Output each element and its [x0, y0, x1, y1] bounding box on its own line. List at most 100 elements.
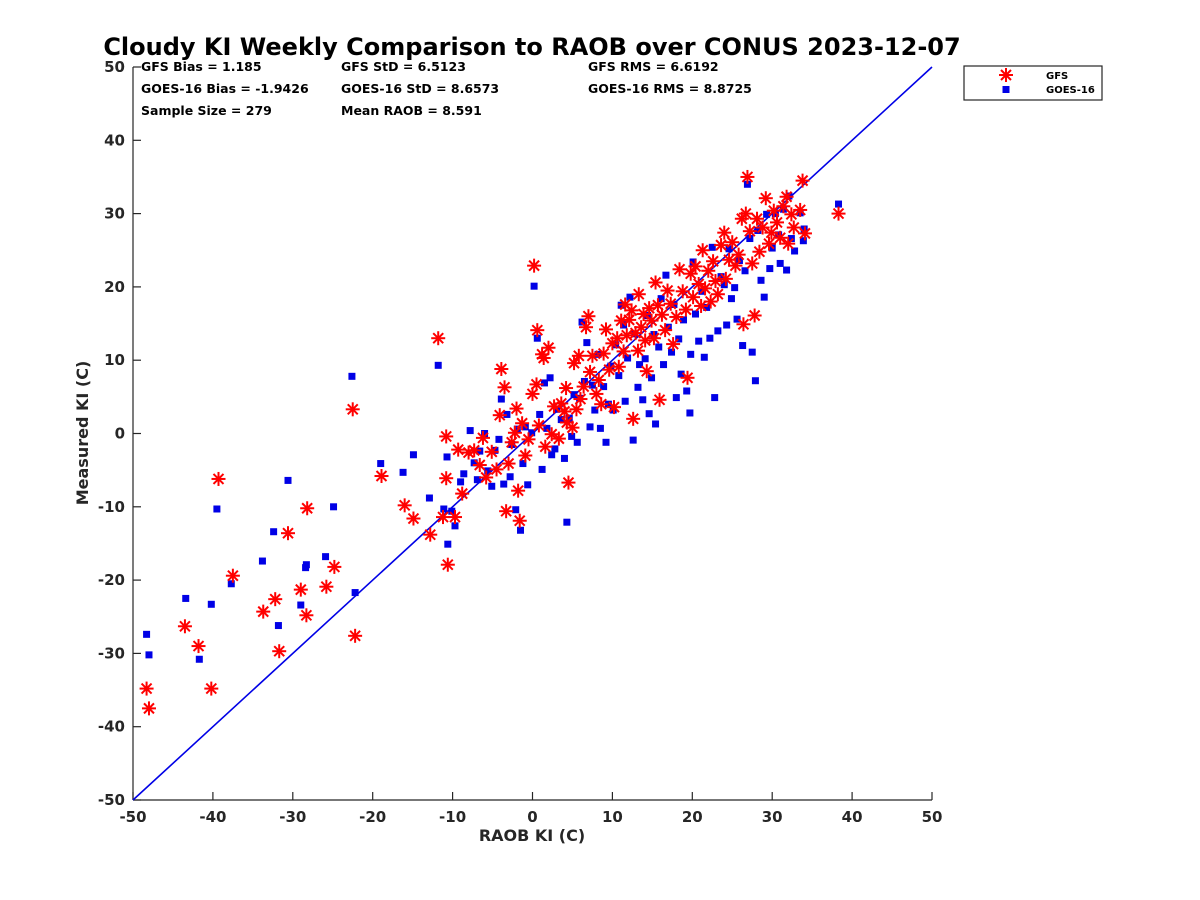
- gfs-point: [675, 284, 690, 299]
- gfs-point: [718, 271, 733, 286]
- goes16-rms-text: GOES-16 RMS = 8.8725: [588, 81, 752, 96]
- gfs-point: [573, 392, 588, 407]
- goes16-point: [787, 235, 795, 243]
- gfs-point: [616, 344, 631, 359]
- x-tick-label: 30: [762, 808, 783, 826]
- goes16-point: [607, 362, 615, 370]
- goes16-point: [512, 506, 520, 514]
- gfs-bias-text: GFS Bias = 1.185: [141, 59, 262, 74]
- gfs-point: [589, 386, 604, 401]
- gfs-point: [268, 592, 283, 607]
- goes16-point: [524, 481, 532, 489]
- mean-raob-text: Mean RAOB = 8.591: [341, 103, 482, 118]
- goes16-point: [639, 396, 647, 404]
- gfs-point: [619, 328, 634, 343]
- goes16-point: [591, 406, 599, 414]
- goes16-point: [484, 467, 492, 475]
- gfs-point: [779, 189, 794, 204]
- gfs-point: [688, 259, 703, 274]
- goes16-point: [330, 503, 338, 511]
- gfs-point: [581, 309, 596, 324]
- x-tick-label: -40: [199, 808, 226, 826]
- gfs-point: [654, 307, 669, 322]
- gfs-point: [610, 331, 625, 346]
- goes16-point: [689, 258, 697, 266]
- gfs-point: [630, 343, 645, 358]
- goes16-point: [563, 518, 571, 526]
- gfs-point: [738, 206, 753, 221]
- goes16-point: [748, 348, 756, 356]
- gfs-point: [423, 527, 438, 542]
- y-tick-label: 10: [104, 351, 125, 369]
- goes16-point: [602, 438, 610, 446]
- goes16-point: [604, 400, 612, 408]
- goes16-point: [615, 372, 623, 380]
- gfs-point: [527, 258, 542, 273]
- gfs-point: [511, 483, 526, 498]
- goes16-point: [451, 522, 459, 530]
- gfs-point: [521, 432, 536, 447]
- goes16-point: [683, 387, 691, 395]
- goes16-point: [443, 453, 451, 461]
- x-tick-label: -20: [359, 808, 386, 826]
- gfs-point: [781, 236, 796, 251]
- gfs-point: [710, 287, 725, 302]
- y-tick-label: -20: [98, 571, 125, 589]
- goes16-point: [551, 445, 559, 453]
- goes16-point: [677, 370, 685, 378]
- goes16-point: [754, 226, 762, 234]
- goes16-point: [706, 334, 714, 342]
- x-tick-label: 0: [527, 808, 537, 826]
- gfs-point: [596, 346, 611, 361]
- x-tick-label: -10: [439, 808, 466, 826]
- goes16-point: [680, 316, 688, 324]
- gfs-point: [666, 337, 681, 352]
- legend-label-gfs: GFS: [1046, 71, 1068, 82]
- goes16-point: [757, 276, 765, 284]
- gfs-point: [786, 220, 801, 235]
- goes16-point: [799, 237, 807, 245]
- gfs-point: [447, 510, 462, 525]
- statistics-block: GFS Bias = 1.185 GFS StD = 6.5123 GFS RM…: [141, 59, 752, 118]
- goes16-point: [687, 350, 695, 358]
- goes16-point: [766, 265, 774, 273]
- goes16-point: [182, 594, 190, 602]
- goes16-point: [548, 451, 556, 459]
- gfs-point: [585, 348, 600, 363]
- gfs-point: [557, 404, 572, 419]
- y-tick-label: 30: [104, 205, 125, 223]
- goes16-point: [227, 580, 235, 588]
- gfs-point: [606, 400, 621, 415]
- goes16-point: [629, 436, 637, 444]
- y-tick-label: -30: [98, 644, 125, 662]
- gfs-point: [541, 340, 556, 355]
- goes16-point: [648, 374, 656, 382]
- gfs-point: [455, 486, 470, 501]
- goes16-point: [488, 482, 496, 490]
- legend-label-goes16: GOES-16: [1046, 85, 1095, 96]
- goes16-point: [751, 377, 759, 385]
- gfs-point: [538, 439, 553, 454]
- gfs-point: [728, 258, 743, 273]
- gfs-point: [492, 408, 507, 423]
- gfs-point: [518, 448, 533, 463]
- gfs-point: [752, 244, 767, 259]
- gfs-point: [561, 475, 576, 490]
- goes16-point: [297, 601, 305, 609]
- gfs-point: [484, 444, 499, 459]
- goes16-point: [457, 478, 465, 486]
- gfs-point: [139, 681, 154, 696]
- gfs-point: [569, 402, 584, 417]
- gfs-point: [504, 435, 519, 450]
- goes16-point: [322, 553, 330, 561]
- gfs-point: [431, 331, 446, 346]
- gfs-point: [571, 348, 586, 363]
- goes16-point: [143, 630, 151, 638]
- goes16-point: [783, 266, 791, 274]
- gfs-point: [497, 380, 512, 395]
- gfs-point: [397, 498, 412, 513]
- goes16-point: [448, 507, 456, 515]
- gfs-point: [536, 351, 551, 366]
- goes16-point: [596, 424, 604, 432]
